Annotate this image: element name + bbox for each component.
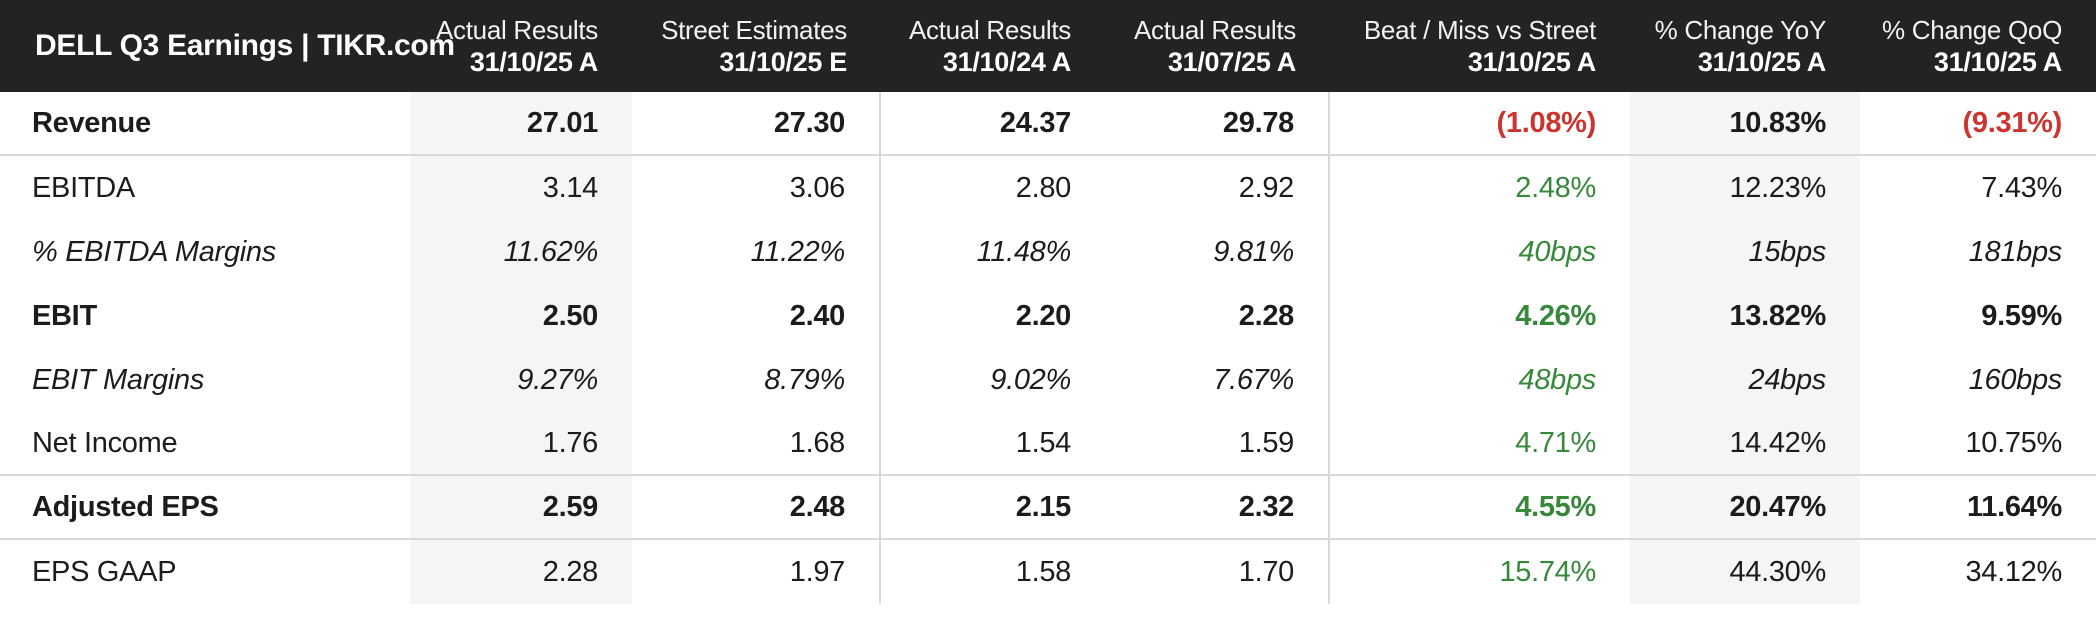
table-cell: 14.42% [1630, 412, 1860, 476]
table-cell: 24.37 [881, 92, 1105, 156]
table-cell: 9.27% [410, 348, 632, 412]
table-row: Revenue 27.01 27.30 24.37 29.78 (1.08%) 10.83%… [0, 92, 2096, 156]
table-row: EBIT Margins 9.27% 8.79% 9.02% 7.67% 48bps 24b… [0, 348, 2096, 412]
row-label: Net Income [0, 412, 410, 476]
column-header: % Change QoQ 31/10/25 A [1860, 0, 2096, 92]
table-cell: 11.22% [632, 220, 881, 284]
column-date-label: 31/10/25 A [469, 46, 598, 77]
table-cell: 4.55% [1330, 476, 1630, 540]
table-title: DELL Q3 Earnings | TIKR.com [35, 29, 455, 62]
table-cell: 3.14 [410, 156, 632, 220]
table-cell: 2.32 [1105, 476, 1330, 540]
table-row: EBIT 2.50 2.40 2.20 2.28 4.26% 13.82% 9.59% [0, 284, 2096, 348]
table-cell: 15bps [1630, 220, 1860, 284]
table-row: Adjusted EPS 2.59 2.48 2.15 2.32 4.55% 20.47% 1… [0, 476, 2096, 540]
table-cell: 48bps [1518, 363, 1596, 396]
table-cell: 2.59 [410, 476, 632, 540]
column-date-label: 31/10/25 A [1467, 46, 1596, 77]
column-header: Actual Results 31/07/25 A [1105, 0, 1330, 92]
row-label: Revenue [0, 92, 410, 156]
table-cell: 13.82% [1630, 284, 1860, 348]
table-cell: 11.62% [410, 220, 632, 284]
table-cell: 9.02% [990, 363, 1071, 396]
table-cell: 2.28 [410, 540, 632, 604]
table-cell: 4.71% [1330, 412, 1630, 476]
column-period-label: % Change YoY [1654, 14, 1827, 45]
table-header-row: DELL Q3 Earnings | TIKR.com Actual Resul… [0, 0, 2096, 92]
table-cell: (9.31%) [1860, 92, 2096, 156]
column-period-label: % Change QoQ [1882, 14, 2062, 45]
column-date-label: 31/10/25 A [1697, 46, 1826, 77]
table-cell: 7.43% [1981, 171, 2062, 204]
table-cell: (1.08%) [1330, 92, 1630, 156]
column-period-label: Actual Results [909, 14, 1071, 45]
table-cell: 1.59 [1105, 412, 1330, 476]
row-label: % EBITDA Margins [32, 235, 276, 268]
column-period-label: Actual Results [1134, 14, 1296, 45]
table-cell: 2.50 [410, 284, 632, 348]
column-period-label: Beat / Miss vs Street [1363, 14, 1596, 45]
column-date-label: 31/10/25 E [719, 46, 847, 77]
table-cell: 11.48% [976, 235, 1072, 268]
column-header: % Change YoY 31/10/25 A [1630, 0, 1860, 92]
table-cell: 9.59% [1981, 299, 2062, 332]
table-cell: 29.78 [1105, 92, 1330, 156]
table-cell: 2.15 [881, 476, 1105, 540]
table-cell: 181bps [1968, 235, 2063, 268]
table-cell: 27.01 [410, 92, 632, 156]
row-label: EPS GAAP [32, 555, 177, 588]
table-cell: 4.26% [1515, 299, 1596, 332]
column-date-label: 31/10/25 A [1933, 46, 2062, 77]
table-cell: 160bps [1968, 363, 2063, 396]
table-cell: 1.54 [881, 412, 1105, 476]
table-row: % EBITDA Margins 11.62% 11.22% 11.48% 9.81% 4… [0, 220, 2096, 284]
table-row: EPS GAAP 2.28 1.97 1.58 1.70 15.74% 44.30% 34.1… [0, 540, 2096, 604]
column-header: Street Estimates 31/10/25 E [632, 0, 881, 92]
column-header: Actual Results 31/10/25 A [410, 0, 632, 92]
table-cell: 2.92 [1105, 156, 1330, 220]
table-cell: 1.70 [1105, 540, 1330, 604]
table-cell: 1.76 [410, 412, 632, 476]
table-cell: 10.83% [1630, 92, 1860, 156]
row-label: EBITDA [32, 171, 135, 204]
table-cell: 27.30 [632, 92, 881, 156]
table-cell: 10.75% [1860, 412, 2096, 476]
row-label: Adjusted EPS [0, 476, 410, 540]
table-cell: 12.23% [1630, 156, 1860, 220]
row-label: EBIT Margins [32, 363, 205, 396]
earnings-table: DELL Q3 Earnings | TIKR.com Actual Resul… [0, 0, 2096, 604]
table-cell: 40bps [1518, 235, 1596, 268]
table-cell: 11.64% [1860, 476, 2096, 540]
column-date-label: 31/07/25 A [1167, 46, 1296, 77]
table-cell: 2.80 [1015, 171, 1072, 204]
table-cell: 2.40 [632, 284, 881, 348]
table-cell: 2.28 [1105, 284, 1330, 348]
table-cell: 7.67% [1105, 348, 1330, 412]
table-cell: 8.79% [632, 348, 881, 412]
table-cell: 20.47% [1630, 476, 1860, 540]
table-row: Net Income 1.76 1.68 1.54 1.59 4.71% 14.42% 10.… [0, 412, 2096, 476]
table-cell: 2.48 [632, 476, 881, 540]
table-cell: 15.74% [1499, 555, 1596, 588]
table-cell: 1.58 [1015, 555, 1072, 588]
column-header: Actual Results 31/10/24 A [881, 0, 1105, 92]
table-row: EBITDA 3.14 3.06 2.80 2.92 2.48% 12.23% 7.43% [0, 156, 2096, 220]
column-period-label: Actual Results [436, 14, 598, 45]
table-cell: 24bps [1630, 348, 1860, 412]
table-cell: 1.68 [632, 412, 881, 476]
table-cell: 9.81% [1105, 220, 1330, 284]
column-period-label: Street Estimates [661, 14, 847, 45]
row-label: EBIT [32, 299, 97, 332]
table-cell: 34.12% [1965, 555, 2062, 588]
column-header: Beat / Miss vs Street 31/10/25 A [1330, 0, 1630, 92]
table-cell: 2.20 [1015, 299, 1072, 332]
table-cell: 1.97 [632, 540, 881, 604]
table-cell: 3.06 [632, 156, 881, 220]
column-date-label: 31/10/24 A [942, 46, 1071, 77]
table-body: Revenue 27.01 27.30 24.37 29.78 (1.08%) 10.83%… [0, 92, 2096, 604]
table-cell: 44.30% [1630, 540, 1860, 604]
table-cell: 2.48% [1515, 171, 1596, 204]
